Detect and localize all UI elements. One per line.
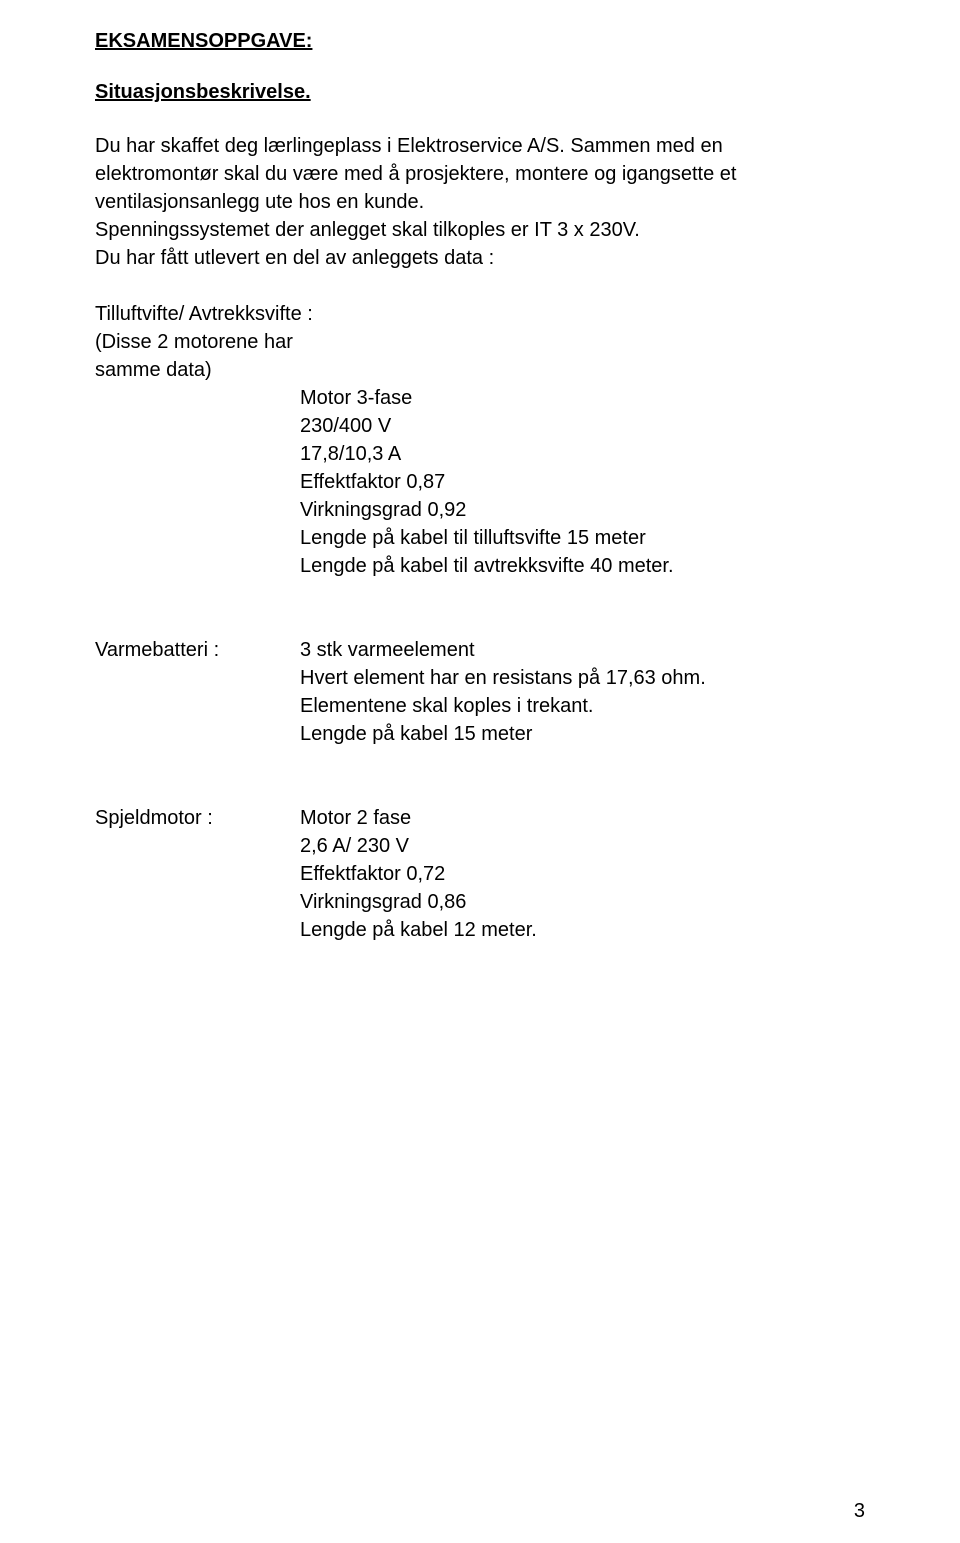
damper-specs: Motor 2 fase 2,6 A/ 230 V Effektfaktor 0…: [300, 804, 537, 944]
spec-line: Elementene skal koples i trekant.: [300, 692, 706, 720]
intro-line: Du har skaffet deg lærlingeplass i Elekt…: [95, 135, 723, 157]
intro-line: ventilasjonsanlegg ute hos en kunde.: [95, 191, 424, 213]
spec-line: 17,8/10,3 A: [300, 440, 865, 468]
spec-line: Effektfaktor 0,72: [300, 860, 537, 888]
intro-line: Spenningssystemet der anlegget skal tilk…: [95, 219, 640, 241]
intro-line: Du har fått utlevert en del av anleggets…: [95, 247, 494, 269]
spec-line: Lengde på kabel 12 meter.: [300, 916, 537, 944]
spec-line: Motor 3-fase: [300, 384, 865, 412]
fan-section: Tilluftvifte/ Avtrekksvifte : (Disse 2 m…: [95, 300, 865, 580]
document-page: EKSAMENSOPPGAVE: Situasjonsbeskrivelse. …: [0, 0, 960, 1543]
spec-line: Lengde på kabel til avtrekksvifte 40 met…: [300, 552, 865, 580]
intro-line: elektromontør skal du være med å prosjek…: [95, 163, 736, 185]
spec-line: Lengde på kabel 15 meter: [300, 720, 706, 748]
fan-specs: Motor 3-fase 230/400 V 17,8/10,3 A Effek…: [300, 384, 865, 580]
exam-heading: EKSAMENSOPPGAVE:: [95, 30, 865, 53]
spec-line: Lengde på kabel til tilluftsvifte 15 met…: [300, 524, 865, 552]
fan-label-1: Tilluftvifte/ Avtrekksvifte :: [95, 300, 865, 328]
heater-specs: 3 stk varmeelement Hvert element har en …: [300, 636, 706, 748]
spec-line: 3 stk varmeelement: [300, 636, 706, 664]
spec-line: Virkningsgrad 0,92: [300, 496, 865, 524]
spec-line: Effektfaktor 0,87: [300, 468, 865, 496]
intro-paragraph: Du har skaffet deg lærlingeplass i Elekt…: [95, 132, 865, 272]
fan-label-3: samme data): [95, 356, 865, 384]
situation-subheading: Situasjonsbeskrivelse.: [95, 81, 865, 104]
heater-label: Varmebatteri :: [95, 636, 300, 664]
spec-line: Motor 2 fase: [300, 804, 537, 832]
damper-section: Spjeldmotor : Motor 2 fase 2,6 A/ 230 V …: [95, 804, 865, 944]
page-number: 3: [854, 1500, 865, 1523]
fan-label-2: (Disse 2 motorene har: [95, 328, 865, 356]
damper-label: Spjeldmotor :: [95, 804, 300, 832]
spec-line: Virkningsgrad 0,86: [300, 888, 537, 916]
spec-line: 2,6 A/ 230 V: [300, 832, 537, 860]
spec-line: 230/400 V: [300, 412, 865, 440]
spec-line: Hvert element har en resistans på 17,63 …: [300, 664, 706, 692]
heater-section: Varmebatteri : 3 stk varmeelement Hvert …: [95, 636, 865, 748]
